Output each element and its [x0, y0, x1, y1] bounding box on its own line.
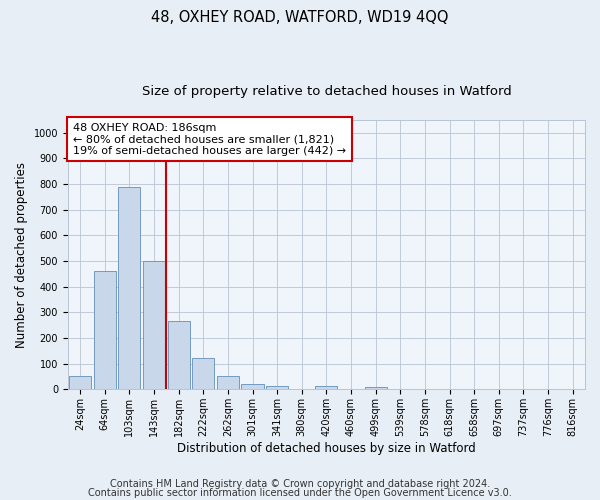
Bar	[316, 386, 337, 390]
Bar	[94, 272, 116, 390]
Title: Size of property relative to detached houses in Watford: Size of property relative to detached ho…	[142, 85, 511, 98]
Bar	[167, 320, 190, 390]
Text: 48, OXHEY ROAD, WATFORD, WD19 4QQ: 48, OXHEY ROAD, WATFORD, WD19 4QQ	[151, 10, 449, 25]
Bar	[241, 384, 263, 390]
Bar	[365, 386, 387, 390]
Text: 48 OXHEY ROAD: 186sqm
← 80% of detached houses are smaller (1,821)
19% of semi-d: 48 OXHEY ROAD: 186sqm ← 80% of detached …	[73, 122, 346, 156]
Bar	[143, 261, 165, 390]
Bar	[217, 376, 239, 390]
Text: Contains public sector information licensed under the Open Government Licence v3: Contains public sector information licen…	[88, 488, 512, 498]
Bar	[118, 186, 140, 390]
Bar	[69, 376, 91, 390]
X-axis label: Distribution of detached houses by size in Watford: Distribution of detached houses by size …	[177, 442, 476, 455]
Text: Contains HM Land Registry data © Crown copyright and database right 2024.: Contains HM Land Registry data © Crown c…	[110, 479, 490, 489]
Bar	[192, 358, 214, 390]
Y-axis label: Number of detached properties: Number of detached properties	[15, 162, 28, 348]
Bar	[266, 386, 288, 390]
